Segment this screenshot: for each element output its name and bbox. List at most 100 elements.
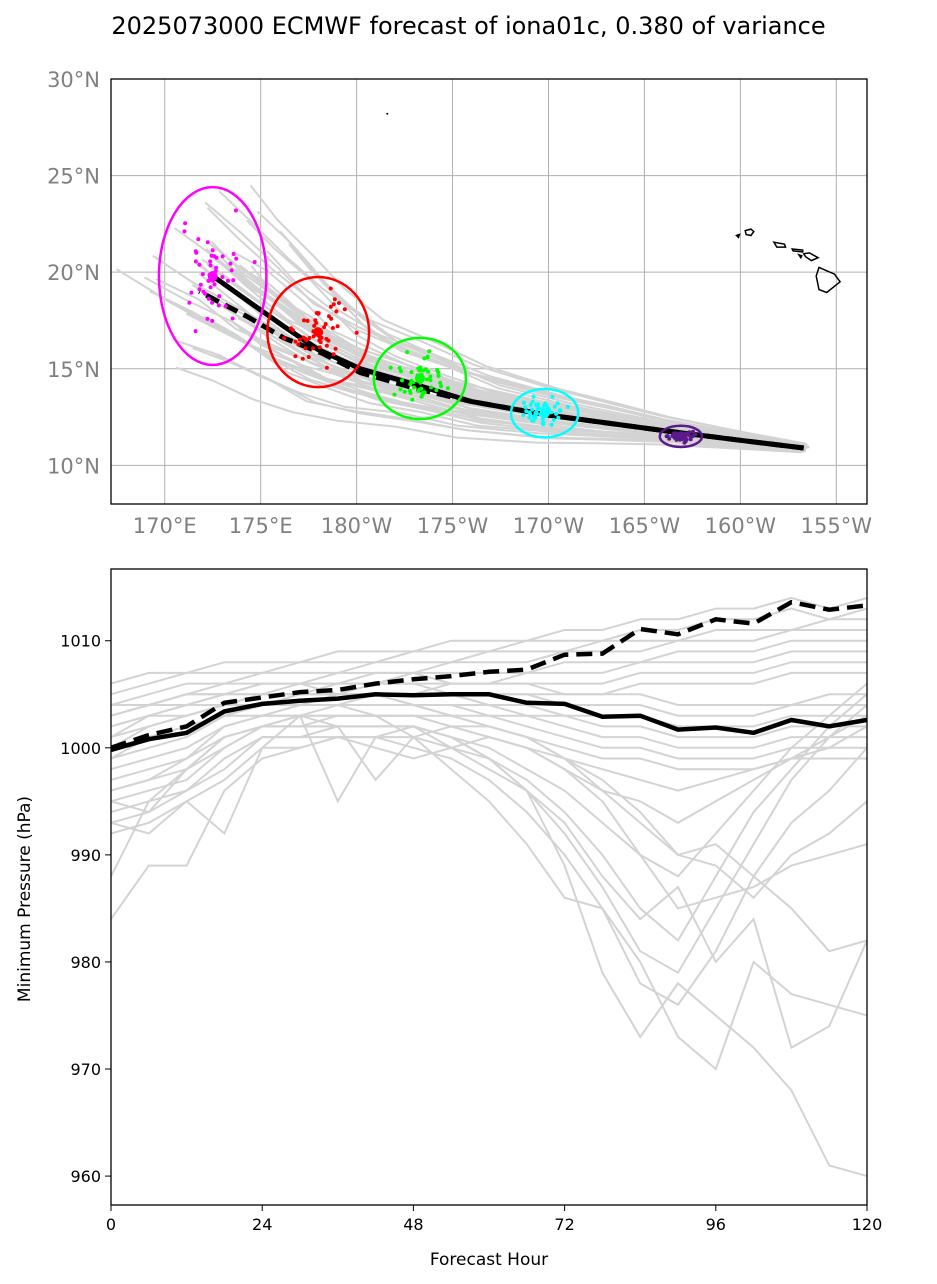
ensemble-position-point bbox=[193, 329, 198, 334]
x-tick-label: 48 bbox=[403, 1215, 423, 1234]
ensemble-position-point bbox=[328, 304, 333, 309]
ensemble-pressure-line bbox=[111, 714, 867, 771]
ensemble-position-point bbox=[531, 394, 536, 399]
ensemble-pressure-line bbox=[111, 736, 867, 920]
ensemble-position-point bbox=[536, 402, 540, 407]
x-tick-label: 72 bbox=[554, 1215, 574, 1234]
ensemble-position-point bbox=[331, 302, 336, 307]
ensemble-position-point bbox=[528, 412, 533, 416]
y-tick-label: 990 bbox=[70, 846, 101, 865]
island-outline bbox=[790, 248, 804, 253]
ensemble-position-point bbox=[535, 407, 540, 412]
ensemble-position-point bbox=[306, 355, 311, 359]
ensemble-position-point bbox=[183, 221, 188, 226]
ensemble-position-point bbox=[312, 323, 317, 328]
uncertainty-ellipse bbox=[509, 387, 580, 439]
ensemble-position-point bbox=[542, 403, 547, 408]
ellipse-group bbox=[157, 185, 268, 367]
ensemble-position-point bbox=[398, 387, 403, 392]
ellipse-center-point bbox=[675, 431, 686, 442]
ensemble-position-point bbox=[290, 328, 295, 333]
ensemble-position-point bbox=[409, 370, 414, 375]
ellipse-group bbox=[266, 275, 371, 389]
ensemble-position-point bbox=[540, 421, 545, 426]
ensemble-position-point bbox=[324, 365, 329, 370]
ensemble-position-point bbox=[524, 409, 529, 414]
ensemble-position-point bbox=[436, 373, 441, 378]
ensemble-position-point bbox=[419, 394, 424, 399]
ensemble-position-point bbox=[229, 268, 234, 273]
ensemble-position-point bbox=[342, 307, 347, 312]
ensemble-position-point bbox=[555, 401, 560, 406]
lon-tick-label: 175°E bbox=[229, 514, 293, 538]
ensemble-pressure-line bbox=[111, 704, 867, 975]
ensemble-pressure-line bbox=[111, 618, 867, 706]
ensemble-position-point bbox=[208, 263, 213, 268]
ensemble-position-point bbox=[550, 394, 555, 399]
ellipse-center-point bbox=[207, 271, 218, 282]
ensemble-position-point bbox=[400, 378, 404, 383]
lon-tick-label: 170°E bbox=[133, 514, 197, 538]
ensemble-position-point bbox=[193, 249, 198, 254]
ensemble-position-point bbox=[417, 387, 422, 392]
ensemble-position-point bbox=[226, 278, 230, 283]
ensemble-position-point bbox=[331, 352, 336, 357]
ensemble-pressure-line bbox=[111, 682, 867, 900]
ensemble-position-point bbox=[554, 411, 559, 416]
ensemble-position-point bbox=[322, 325, 327, 330]
uncertainty-ellipses bbox=[157, 185, 704, 449]
lat-tick-label: 10°N bbox=[47, 454, 100, 478]
lat-tick-label: 15°N bbox=[47, 358, 100, 382]
ensemble-position-point bbox=[672, 433, 677, 438]
ensemble-position-point bbox=[197, 262, 202, 267]
control-pressure-line-dashed bbox=[111, 599, 867, 750]
y-tick-label: 970 bbox=[70, 1060, 101, 1079]
ensemble-position-point bbox=[549, 422, 554, 427]
ensemble-position-point bbox=[527, 415, 532, 420]
y-tick-label: 1000 bbox=[60, 739, 101, 758]
ensemble-position-point bbox=[187, 300, 192, 305]
uncertainty-ellipse bbox=[157, 185, 268, 367]
ensemble-position-point bbox=[424, 377, 429, 382]
island-outline bbox=[735, 233, 741, 239]
ensemble-position-point bbox=[303, 346, 308, 351]
pressure-panel: 0 24 48 72 96 120 960 970 980 990 1000 1010 Forecast… bbox=[15, 568, 882, 1270]
ensemble-pressure-line bbox=[111, 596, 867, 685]
ensemble-position-point bbox=[427, 349, 432, 354]
lat-tick-label: 25°N bbox=[47, 165, 100, 189]
ensemble-position-point bbox=[210, 318, 215, 323]
ensemble-position-point bbox=[425, 354, 430, 359]
ellipse-center-point bbox=[414, 373, 425, 384]
atoll-dot bbox=[386, 112, 389, 115]
ensemble-position-point bbox=[223, 304, 228, 309]
ensemble-position-point bbox=[317, 338, 322, 343]
ensemble-position-point bbox=[327, 314, 331, 319]
ensemble-position-point bbox=[688, 437, 693, 442]
lat-tick-label: 20°N bbox=[47, 261, 100, 285]
ensemble-position-point bbox=[304, 338, 309, 343]
pressure-ticks: 0 24 48 72 96 120 960 970 980 990 1000 1010 bbox=[60, 632, 882, 1234]
ensemble-position-point bbox=[217, 294, 222, 299]
lon-tick-label: 180°W bbox=[321, 514, 393, 538]
ensemble-track bbox=[232, 250, 806, 448]
ensemble-position-point bbox=[201, 289, 206, 294]
ensemble-position-point bbox=[565, 405, 570, 409]
ensemble-position-point bbox=[330, 326, 335, 330]
x-tick-label: 120 bbox=[852, 1215, 883, 1234]
ensemble-position-point bbox=[405, 350, 410, 355]
ensemble-position-point bbox=[530, 407, 535, 412]
lon-tick-label: 165°W bbox=[609, 514, 681, 538]
ensemble-position-point bbox=[439, 384, 443, 389]
ensemble-position-point bbox=[230, 316, 235, 321]
lon-tick-label: 155°W bbox=[801, 514, 873, 538]
ensemble-position-point bbox=[228, 261, 233, 266]
ensemble-position-point bbox=[434, 388, 439, 393]
ensemble-position-point bbox=[422, 356, 427, 361]
ensemble-pressure-line bbox=[111, 714, 867, 1178]
uncertainty-ellipse bbox=[266, 275, 371, 389]
ellipse-group bbox=[372, 336, 468, 421]
ensemble-position-point bbox=[300, 356, 305, 361]
ensemble-position-point bbox=[337, 301, 341, 305]
